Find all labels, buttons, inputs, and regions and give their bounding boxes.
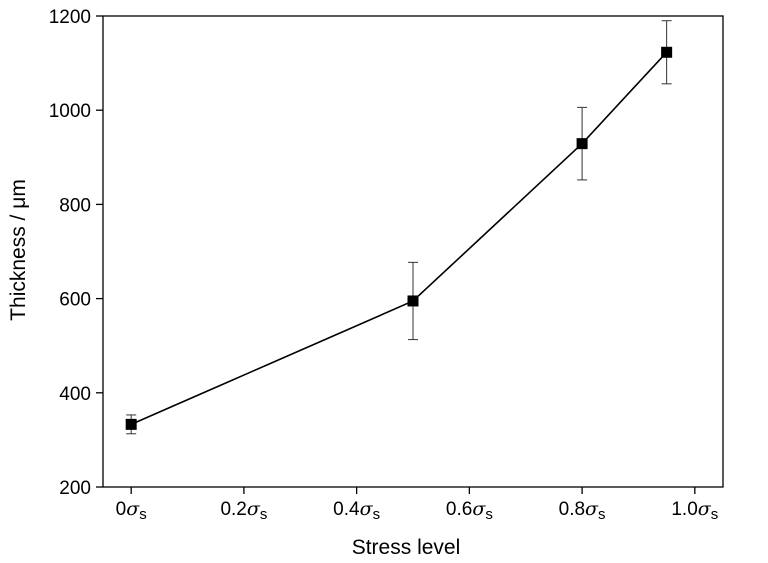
x-tick-label: 0.8σs (559, 498, 606, 523)
data-point-marker (661, 46, 673, 58)
y-tick-label: 1000 (49, 101, 91, 122)
x-tick-sigma: σ (698, 498, 712, 520)
x-tick-label: 0.6σs (446, 498, 493, 523)
x-tick-number: 0 (116, 499, 127, 520)
x-tick-number: 0.4 (333, 499, 360, 520)
series-layer (125, 20, 673, 435)
series-line (130, 51, 668, 426)
x-tick-label: 1.0σs (671, 498, 718, 523)
x-tick-subscript: s (139, 506, 147, 523)
x-tick-number: 0.8 (559, 499, 585, 520)
y-axis-ticks: 200 400 600 800 1000 1200 (49, 7, 103, 499)
x-tick-number: 0.6 (446, 499, 472, 520)
x-tick-subscript: s (711, 506, 719, 523)
x-tick-number: 1.0 (671, 499, 697, 520)
data-point-marker (125, 418, 137, 430)
x-tick-label: 0.4σs (333, 498, 380, 523)
y-tick-label: 600 (59, 290, 91, 311)
y-tick-label: 200 (59, 478, 91, 499)
x-tick-subscript: s (598, 506, 606, 523)
x-tick-sigma: σ (585, 498, 599, 520)
data-point-marker (407, 295, 419, 307)
x-tick-number: 0.2 (220, 499, 246, 520)
data-point-marker (576, 138, 588, 150)
x-tick-label: 0.2σs (220, 498, 267, 523)
x-axis-label: Stress level (352, 536, 461, 559)
x-tick-sigma: σ (472, 498, 486, 520)
y-tick-label: 800 (59, 195, 91, 216)
x-tick-sigma: σ (126, 498, 140, 520)
x-tick-subscript: s (260, 506, 268, 523)
x-tick-sigma: σ (360, 498, 374, 520)
y-axis-label: Thickness / μm (7, 179, 30, 321)
plot-border (102, 15, 724, 488)
y-tick-label: 400 (59, 384, 91, 405)
x-tick-subscript: s (373, 506, 381, 523)
x-tick-sigma: σ (247, 498, 261, 520)
x-tick-label: 0σs (116, 498, 147, 523)
y-tick-label: 1200 (49, 7, 91, 28)
x-tick-subscript: s (485, 506, 493, 523)
plot-frame (102, 15, 724, 488)
x-axis-ticks: 0σs 0.2σs 0.4σs 0.6σs 0.8σs 1.0σs (116, 487, 718, 523)
